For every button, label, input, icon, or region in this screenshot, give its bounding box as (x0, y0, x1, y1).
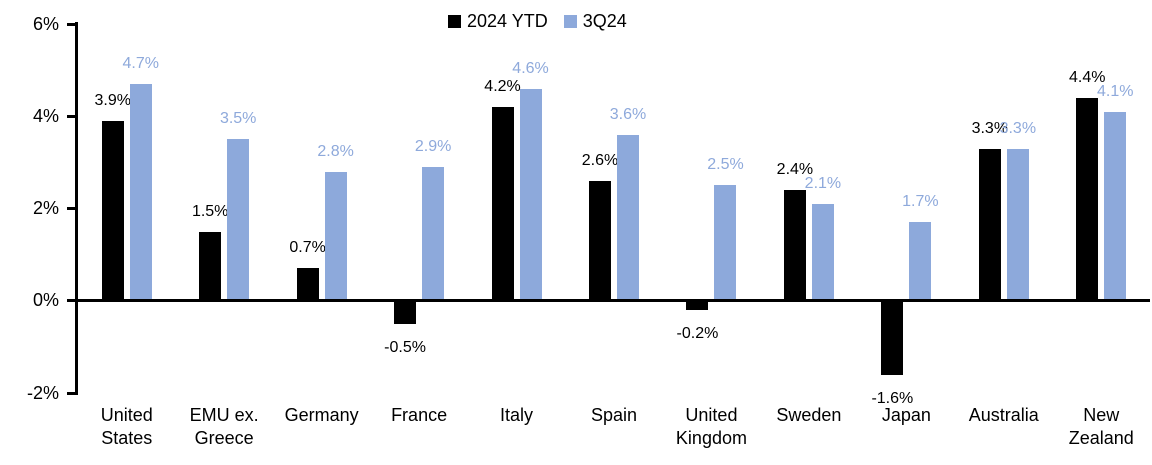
y-axis-tick (67, 114, 78, 118)
bar-label: 2.5% (707, 156, 744, 174)
legend-swatch-3q24 (563, 15, 577, 28)
bar-label: 3.3% (971, 119, 1009, 137)
y-axis-tick (67, 391, 78, 395)
bar-2024-ytd-united-states (101, 120, 124, 301)
bar-label: 2.9% (414, 137, 452, 155)
bar-3q24-germany (324, 171, 347, 301)
bar-label: 2.4% (776, 161, 814, 179)
legend-label: 3Q24 (582, 11, 627, 31)
y-axis-tick-label: 2% (32, 198, 59, 218)
bar-3q24-sweden (811, 203, 834, 301)
category-label-germany: Germany (284, 405, 359, 425)
bar-label: 0.7% (289, 239, 326, 257)
bar-label: 4.7% (122, 54, 159, 72)
category-label-sweden: Sweden (776, 405, 842, 425)
bar-2024-ytd-united-kingdom (686, 300, 709, 310)
bar-label: 4.6% (512, 59, 549, 77)
category-label-japan: Japan (881, 405, 931, 425)
category-label-united-states: United States (100, 405, 153, 448)
category-label-emu-ex-greece: EMU ex. Greece (189, 405, 259, 448)
category-label-spain: Spain (590, 405, 638, 425)
y-axis-tick-label: 4% (32, 105, 59, 126)
legend-item-3q24: 3Q24 (563, 11, 627, 32)
bar-2024-ytd-france (394, 300, 417, 324)
bar-2024-ytd-new-zealand (1076, 97, 1099, 301)
category-label-new-zealand: New Zealand (1068, 405, 1134, 448)
bar-label: -1.6% (871, 389, 914, 407)
legend-swatch-2024-ytd (448, 15, 461, 28)
bar-label: 4.4% (1069, 68, 1106, 86)
bar-label: -0.5% (384, 338, 426, 356)
bar-2024-ytd-australia (978, 148, 1001, 301)
bar-3q24-united-kingdom (714, 185, 737, 301)
bar-label: 4.2% (484, 78, 521, 96)
legend-label: 2024 YTD (467, 11, 548, 31)
bar-label: 2.1% (804, 174, 842, 192)
bar-3q24-united-states (129, 83, 152, 301)
bar-3q24-france (422, 166, 445, 301)
bar-label: 2.8% (317, 142, 354, 160)
bar-3q24-italy (519, 88, 542, 301)
bar-label: 2.6% (581, 151, 619, 169)
x-axis-line (78, 299, 1150, 303)
bar-2024-ytd-italy (491, 107, 514, 301)
chart-legend: 2024 YTD 3Q24 (448, 11, 627, 32)
bar-3q24-new-zealand (1104, 111, 1127, 301)
category-label-france: France (391, 405, 448, 425)
bar-3q24-emu-ex-greece (227, 139, 250, 301)
y-axis-tick (67, 299, 78, 303)
category-label-united-kingdom: United Kingdom (675, 405, 747, 448)
bar-2024-ytd-sweden (783, 190, 806, 301)
bar-3q24-australia (1006, 148, 1029, 301)
bar-label: 3.5% (219, 110, 257, 128)
bar-3q24-japan (909, 222, 932, 301)
bar-label: 1.7% (902, 193, 939, 211)
bar-label: -0.2% (676, 324, 719, 342)
category-label-australia: Australia (968, 405, 1039, 425)
bar-3q24-spain (617, 134, 639, 301)
bar-2024-ytd-germany (296, 268, 319, 301)
category-label-italy: Italy (500, 405, 534, 425)
bar-2024-ytd-spain (589, 180, 611, 301)
bar-label: 1.5% (191, 202, 229, 220)
bar-2024-ytd-japan (881, 300, 904, 375)
y-axis-tick-label: 0% (32, 290, 59, 311)
bar-label: 4.1% (1097, 82, 1134, 100)
bar-label: 3.3% (999, 119, 1037, 137)
bar-2024-ytd-emu-ex-greece (199, 231, 222, 301)
bar-label: 3.9% (94, 91, 131, 109)
y-axis-tick (67, 22, 78, 26)
y-axis-tick (67, 207, 78, 210)
bar-label: 3.6% (609, 105, 647, 123)
y-axis-tick-label: 6% (32, 13, 59, 34)
legend-item-2024-ytd: 2024 YTD (448, 11, 548, 32)
y-axis-tick-label: -2% (26, 382, 59, 403)
